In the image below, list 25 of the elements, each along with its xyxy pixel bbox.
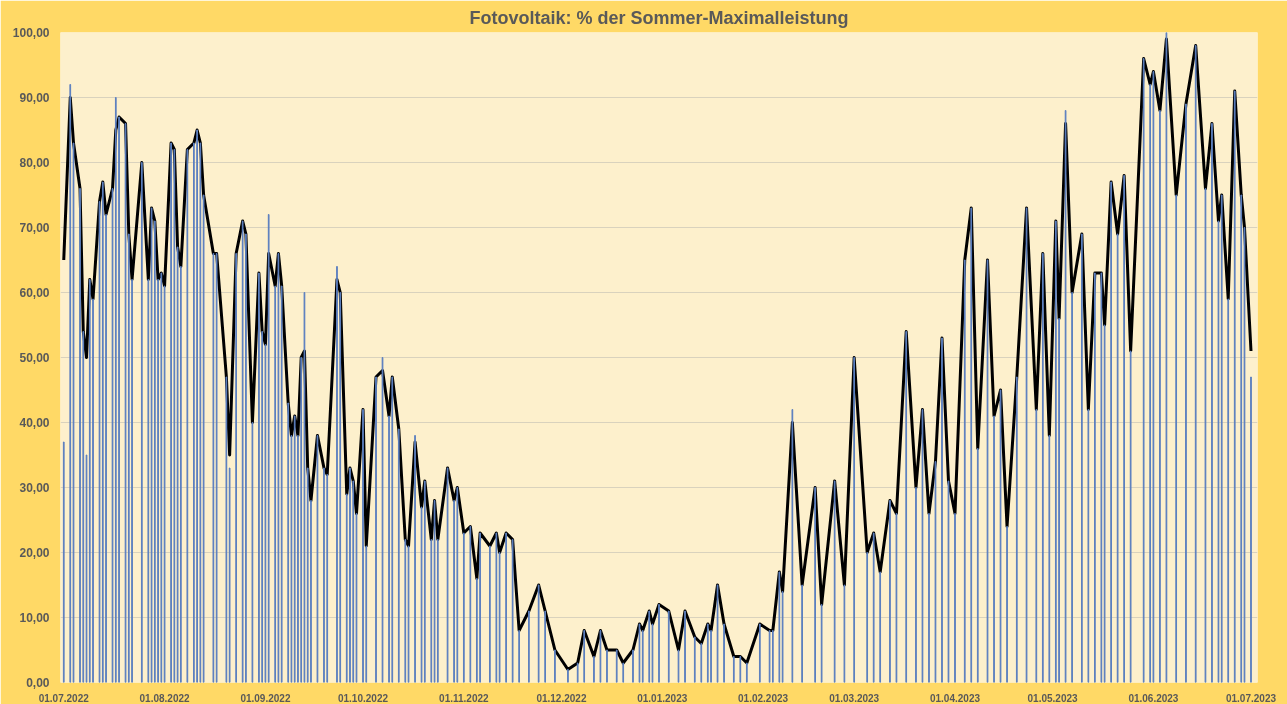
x-tick-label: 01.06.2023 (1128, 692, 1179, 704)
x-tick-label: 01.05.2023 (1027, 692, 1079, 704)
y-tick-label: 10,00 (19, 611, 50, 625)
x-tick-label: 01.04.2023 (929, 692, 981, 704)
y-tick-label: 30,00 (19, 481, 50, 495)
x-tick-label: 01.09.2022 (240, 692, 291, 704)
y-tick-label: 90,00 (19, 91, 50, 105)
x-tick-label: 01.10.2022 (337, 692, 389, 704)
x-tick-label: 01.01.2023 (637, 692, 688, 704)
y-tick-label: 70,00 (19, 221, 50, 235)
x-tick-label: 01.12.2022 (536, 692, 587, 704)
y-tick-label: 60,00 (19, 286, 50, 300)
y-tick-label: 40,00 (19, 416, 50, 430)
y-tick-label: 100,00 (12, 26, 50, 40)
y-tick-label: 80,00 (19, 156, 50, 170)
y-tick-label: 0,00 (26, 676, 50, 690)
x-tick-label: 01.07.2023 (1225, 692, 1277, 704)
x-tick-label: 01.03.2023 (829, 692, 880, 704)
y-tick-label: 20,00 (19, 546, 50, 560)
x-tick-label: 01.07.2022 (38, 692, 90, 704)
x-tick-label: 01.08.2022 (139, 692, 191, 704)
chart-title: Fotovoltaik: % der Sommer-Maximalleistung (469, 7, 849, 28)
x-tick-label: 01.11.2022 (439, 692, 490, 704)
y-tick-label: 50,00 (19, 351, 50, 365)
x-tick-label: 01.02.2023 (738, 692, 789, 704)
